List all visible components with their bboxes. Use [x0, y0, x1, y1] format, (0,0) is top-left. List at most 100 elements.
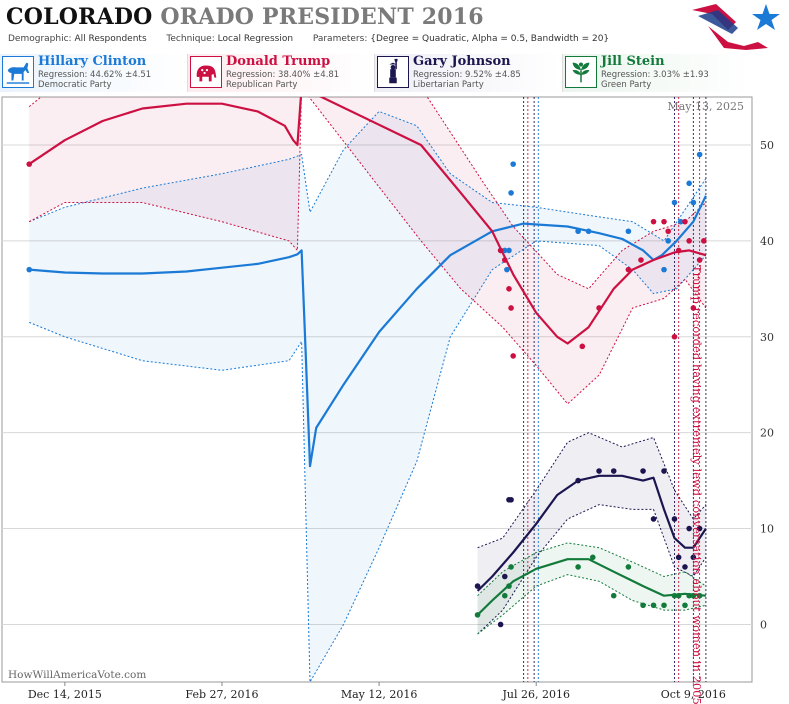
- demographic-value: All Respondents: [74, 34, 147, 44]
- lower-bound-line: [477, 504, 707, 635]
- confidence-band: [477, 432, 706, 634]
- poll-point: [497, 621, 504, 628]
- poll-point: [501, 573, 508, 580]
- poll-point: [585, 228, 592, 235]
- upper-bound-line: [29, 110, 707, 242]
- poll-point: [640, 602, 646, 609]
- poll-point: [474, 583, 481, 589]
- lower-bound-line: [477, 574, 707, 635]
- candidate-party: Republican Party: [226, 80, 298, 90]
- poll-point: [661, 468, 667, 474]
- poll-point: [474, 612, 481, 618]
- candidate-regression: Regression: 44.62% ±4.51: [38, 70, 152, 80]
- parameters-line: Demographic: All Respondents Technique: …: [8, 34, 609, 44]
- poll-point: [675, 247, 682, 254]
- confidence-band: [477, 542, 706, 634]
- candidate-regression: Regression: 9.52% ±4.85: [413, 70, 521, 80]
- parameters-label: Parameters:: [312, 34, 368, 44]
- poll-point: [690, 554, 697, 561]
- candidate-regression: Regression: 3.03% ±1.93: [601, 70, 709, 80]
- legend-card-gary-johnson: Gary Johnson Regression: 9.52% ±4.85 Liber…: [374, 54, 562, 92]
- poll-point: [677, 218, 684, 225]
- poll-point: [506, 583, 512, 589]
- poll-point: [625, 564, 632, 570]
- y-tick-label: 30: [760, 331, 774, 344]
- y-tick-label: 50: [760, 139, 774, 152]
- upper-bound-line: [477, 432, 707, 549]
- poll-point: [510, 161, 516, 167]
- poll-point: [610, 592, 617, 599]
- poll-point: [686, 525, 692, 532]
- poll-point: [640, 468, 646, 474]
- poll-point: [661, 266, 667, 273]
- poll-point: [671, 333, 678, 340]
- poll-point: [506, 286, 512, 292]
- poll-point: [690, 592, 697, 599]
- poll-point: [26, 161, 33, 167]
- poll-point: [575, 228, 581, 235]
- candidate-party: Democratic Party: [38, 80, 112, 90]
- page-title: COLORADO ORADO PRESIDENT 2016: [6, 4, 484, 30]
- legend-card-jill-stein: Jill Stein Regression: 3.03% ±1.93 Green P…: [562, 54, 752, 92]
- legend-card-donald-trump: Donald Trump Regression: 38.40% ±4.81 Repu…: [187, 54, 374, 92]
- trend-line: [476, 474, 707, 592]
- liberty-icon: [377, 56, 409, 88]
- poll-point: [701, 238, 707, 244]
- chart-date-label: May 13, 2025: [667, 100, 744, 113]
- lower-bound-line: [28, 97, 707, 405]
- poll-point: [686, 180, 692, 187]
- poll-point: [625, 266, 632, 273]
- poll-point: [508, 305, 514, 311]
- demographic-label: Demographic:: [8, 34, 72, 44]
- poll-point: [596, 305, 602, 311]
- candidate-regression: Regression: 38.40% ±4.81: [226, 70, 340, 80]
- poll-point: [501, 257, 508, 263]
- poll-point: [671, 516, 678, 522]
- poll-point: [690, 305, 697, 311]
- watermark-text: HowWillAmericaVote.com: [8, 669, 146, 681]
- poll-point: [508, 564, 514, 570]
- poll-point: [661, 602, 667, 609]
- x-tick-label: Feb 27, 2016: [185, 688, 258, 701]
- poll-point: [661, 218, 667, 225]
- title-state: COLORADO: [6, 4, 153, 30]
- candidate-name: Jill Stein: [601, 54, 665, 69]
- poll-point: [686, 592, 692, 599]
- poll-point: [638, 257, 644, 263]
- x-tick-label: Oct 9, 2016: [661, 688, 726, 701]
- poll-point: [610, 468, 617, 474]
- x-tick-label: May 12, 2016: [341, 688, 418, 701]
- lower-bound-line: [29, 240, 707, 682]
- title-race: ORADO PRESIDENT 2016: [160, 4, 484, 30]
- poll-point: [682, 218, 688, 225]
- poll-point: [575, 564, 581, 570]
- poll-point: [671, 592, 678, 599]
- trend-line: [29, 195, 707, 468]
- poll-point: [696, 525, 703, 532]
- x-tick-label: Jul 26, 2016: [501, 688, 570, 701]
- poll-point: [501, 592, 508, 599]
- upper-bound-line: [28, 97, 707, 290]
- poll-point: [501, 247, 508, 254]
- confidence-band: [29, 97, 706, 404]
- poll-point: [675, 592, 682, 599]
- poll-point: [682, 602, 688, 609]
- poll-point: [506, 247, 512, 254]
- technique-value: Local Regression: [217, 34, 294, 44]
- poll-point: [650, 516, 657, 522]
- confidence-band: [29, 111, 706, 682]
- trend-line: [476, 558, 706, 616]
- technique-label: Technique:: [166, 34, 215, 44]
- y-tick-label: 20: [760, 427, 774, 440]
- poll-point: [671, 199, 678, 206]
- candidate-party: Libertarian Party: [413, 80, 484, 90]
- poll-point: [682, 564, 688, 570]
- donkey-icon: [2, 56, 34, 88]
- poll-point: [665, 238, 672, 244]
- poll-point: [575, 477, 581, 484]
- poll-point: [497, 247, 504, 254]
- poll-point: [26, 266, 33, 273]
- poll-point: [508, 190, 514, 196]
- poll-point: [696, 257, 703, 263]
